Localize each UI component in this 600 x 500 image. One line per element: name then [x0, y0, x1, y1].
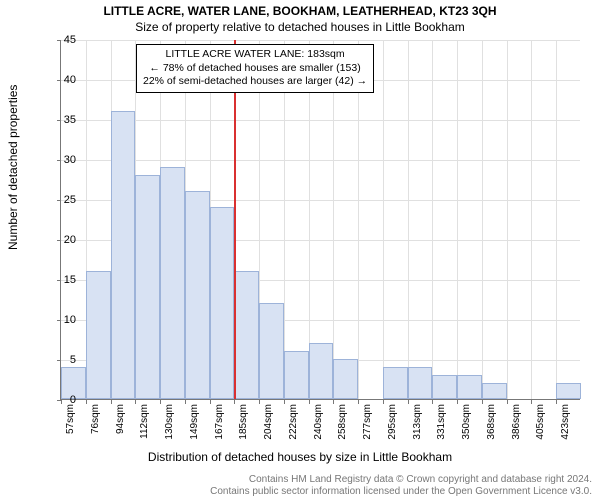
grid-line-v — [457, 40, 458, 399]
grid-line-v — [284, 40, 285, 399]
histogram-bar — [457, 375, 482, 399]
x-tick-label: 57sqm — [65, 404, 76, 444]
histogram-bar — [482, 383, 507, 399]
grid-line-v — [507, 40, 508, 399]
x-tick-mark — [556, 400, 557, 404]
x-tick-label: 167sqm — [214, 404, 225, 444]
x-tick-mark — [234, 400, 235, 404]
y-tick-label: 40 — [46, 74, 76, 86]
x-tick-label: 240sqm — [313, 404, 324, 444]
y-tick-label: 45 — [46, 34, 76, 46]
grid-line-v — [482, 40, 483, 399]
x-tick-label: 350sqm — [461, 404, 472, 444]
x-tick-label: 112sqm — [139, 404, 150, 444]
x-tick-mark — [284, 400, 285, 404]
histogram-bar — [160, 167, 185, 399]
x-tick-mark — [185, 400, 186, 404]
y-tick-label: 20 — [46, 234, 76, 246]
marker-annotation: LITTLE ACRE WATER LANE: 183sqm ← 78% of … — [136, 44, 374, 93]
annot-line-3: 22% of semi-detached houses are larger (… — [143, 75, 367, 89]
x-tick-mark — [135, 400, 136, 404]
histogram-bar — [383, 367, 408, 399]
x-tick-mark — [160, 400, 161, 404]
x-tick-mark — [457, 400, 458, 404]
grid-line-v — [333, 40, 334, 399]
footer-line-1: Contains HM Land Registry data © Crown c… — [0, 474, 592, 486]
marker-line — [234, 40, 236, 399]
x-tick-mark — [333, 400, 334, 404]
chart-container: { "chart": { "type": "histogram", "title… — [0, 0, 600, 500]
x-tick-mark — [383, 400, 384, 404]
footer-attribution: Contains HM Land Registry data © Crown c… — [0, 474, 592, 498]
x-tick-mark — [86, 400, 87, 404]
y-tick-label: 5 — [46, 354, 76, 366]
histogram-bar — [210, 207, 235, 399]
y-tick-label: 25 — [46, 194, 76, 206]
x-tick-mark — [408, 400, 409, 404]
y-axis-label: Number of detached properties — [6, 85, 20, 250]
annot-line-2: ← 78% of detached houses are smaller (15… — [143, 62, 367, 76]
x-tick-label: 368sqm — [486, 404, 497, 444]
x-tick-mark — [507, 400, 508, 404]
x-tick-mark — [309, 400, 310, 404]
x-tick-mark — [111, 400, 112, 404]
x-tick-label: 313sqm — [412, 404, 423, 444]
histogram-bar — [86, 271, 111, 399]
x-axis-label: Distribution of detached houses by size … — [0, 450, 600, 464]
histogram-bar — [408, 367, 433, 399]
x-tick-label: 423sqm — [560, 404, 571, 444]
y-tick-label: 30 — [46, 154, 76, 166]
x-tick-label: 405sqm — [535, 404, 546, 444]
y-tick-label: 15 — [46, 274, 76, 286]
histogram-bar — [284, 351, 309, 399]
plot-area: 57sqm76sqm94sqm112sqm130sqm149sqm167sqm1… — [60, 40, 580, 400]
x-tick-mark — [432, 400, 433, 404]
footer-line-2: Contains public sector information licen… — [0, 486, 592, 498]
y-tick-label: 35 — [46, 114, 76, 126]
histogram-bar — [333, 359, 358, 399]
x-tick-label: 295sqm — [387, 404, 398, 444]
histogram-bar — [234, 271, 259, 399]
grid-line-h — [61, 160, 580, 161]
x-tick-mark — [358, 400, 359, 404]
annot-line-1: LITTLE ACRE WATER LANE: 183sqm — [143, 48, 367, 62]
x-tick-mark — [210, 400, 211, 404]
x-tick-label: 204sqm — [263, 404, 274, 444]
x-tick-label: 386sqm — [511, 404, 522, 444]
x-tick-mark — [482, 400, 483, 404]
x-tick-label: 331sqm — [436, 404, 447, 444]
grid-line-h — [61, 120, 580, 121]
histogram-bar — [259, 303, 284, 399]
histogram-bar — [309, 343, 334, 399]
histogram-bar — [185, 191, 210, 399]
x-tick-label: 185sqm — [238, 404, 249, 444]
histogram-bar — [111, 111, 136, 399]
grid-line-v — [556, 40, 557, 399]
histogram-bar — [135, 175, 160, 399]
grid-line-v — [358, 40, 359, 399]
chart-subtitle: Size of property relative to detached ho… — [0, 20, 600, 34]
grid-line-v — [531, 40, 532, 399]
grid-line-h — [61, 40, 580, 41]
grid-line-v — [408, 40, 409, 399]
x-tick-label: 277sqm — [362, 404, 373, 444]
grid-line-v — [432, 40, 433, 399]
x-tick-label: 258sqm — [337, 404, 348, 444]
x-tick-mark — [259, 400, 260, 404]
x-tick-label: 130sqm — [164, 404, 175, 444]
x-tick-label: 76sqm — [90, 404, 101, 444]
histogram-bar — [432, 375, 457, 399]
x-tick-label: 222sqm — [288, 404, 299, 444]
y-tick-label: 10 — [46, 314, 76, 326]
x-tick-label: 149sqm — [189, 404, 200, 444]
chart-title: LITTLE ACRE, WATER LANE, BOOKHAM, LEATHE… — [0, 4, 600, 18]
x-tick-mark — [531, 400, 532, 404]
grid-line-v — [383, 40, 384, 399]
y-tick-label: 0 — [46, 394, 76, 406]
histogram-bar — [556, 383, 581, 399]
x-tick-label: 94sqm — [115, 404, 126, 444]
